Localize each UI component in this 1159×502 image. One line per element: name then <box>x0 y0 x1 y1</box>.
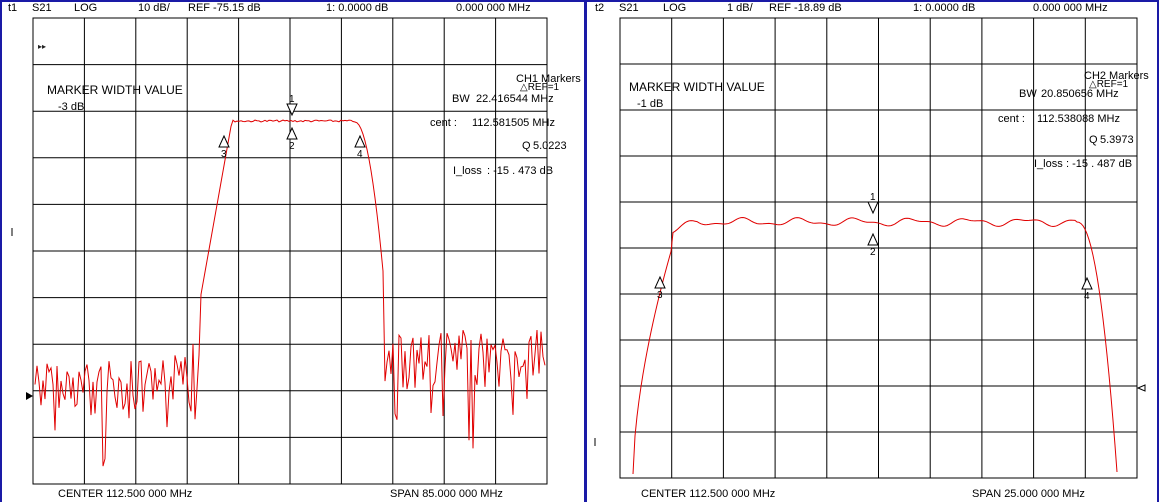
small-marker-glyph: ▸▸ <box>38 42 47 51</box>
marker-3-label: 3 <box>221 149 227 160</box>
frame-left-border <box>0 0 2 502</box>
cent-value: 112.538088 MHz <box>1037 113 1120 125</box>
frame-right-border <box>1157 0 1159 502</box>
marker-2 <box>867 232 879 246</box>
span-label: SPAN 85.000 000 MHz <box>390 488 503 500</box>
frame-top-border <box>0 0 1159 2</box>
ref-level-label: REF -75.15 dB <box>188 2 261 14</box>
marker-3 <box>218 134 230 148</box>
channel-2-footer: CENTER 112.500 000 MHz SPAN 25.000 000 M… <box>641 488 1151 502</box>
sparam-label: S21 <box>619 2 639 14</box>
bw-label: BW <box>452 93 470 105</box>
marker-3-label: 3 <box>657 290 663 301</box>
q-label: Q <box>522 140 531 152</box>
marker-3 <box>654 275 666 289</box>
channel-2-plot: 1 2 3 4 <box>594 17 1146 479</box>
marker-4 <box>354 134 366 148</box>
bw-label: BW <box>1019 88 1037 100</box>
ref-marker-label: △REF=1 <box>1089 79 1129 90</box>
insertion-loss-value: : -15 . 473 dB <box>487 165 554 177</box>
measurement-trace <box>632 216 1118 475</box>
reference-position-arrow <box>26 392 33 400</box>
cent-label: cent : <box>430 117 457 129</box>
marker-1-label: 1 <box>870 192 876 203</box>
ref-marker-label: △REF=1 <box>520 82 560 93</box>
q-value: 5.3973 <box>1100 134 1134 146</box>
sparam-label: S21 <box>32 2 52 14</box>
marker-width-title: MARKER WIDTH VALUE <box>629 80 765 94</box>
center-frequency-label: CENTER 112.500 000 MHz <box>58 488 193 500</box>
channel-2-header: t2 S21 LOG 1 dB/ REF -18.89 dB 1: 0.0000… <box>595 2 1151 16</box>
cent-value: 112.581505 MHz <box>472 117 555 129</box>
marker-freq-readout: 0.000 000 MHz <box>1033 2 1108 14</box>
measurement-trace <box>34 119 546 467</box>
scale-label: 1 dB/ <box>727 2 753 14</box>
markers-title: CH2 Markers <box>1084 70 1149 82</box>
ref-level-label: REF -18.89 dB <box>769 2 842 14</box>
reference-position-arrow <box>1136 384 1146 392</box>
marker-freq-readout: 0.000 000 MHz <box>456 2 531 14</box>
marker-width-db: -3 dB <box>58 101 85 113</box>
marker-2-label: 2 <box>289 141 295 152</box>
channel-divider <box>584 0 587 502</box>
marker-4-label: 4 <box>1084 291 1090 302</box>
trace-id-label: t1 <box>8 2 18 14</box>
channel-2-panel: t2 S21 LOG 1 dB/ REF -18.89 dB 1: 0.0000… <box>587 0 1159 502</box>
marker-width-title: MARKER WIDTH VALUE <box>47 83 183 97</box>
marker-readout: 1: 0.0000 dB <box>913 2 976 14</box>
insertion-loss-label: I_loss <box>1034 158 1063 170</box>
channel-1-header: t1 S21 LOG 10 dB/ REF -75.15 dB 1: 0.000… <box>8 2 578 16</box>
markers-title: CH1 Markers <box>516 73 581 85</box>
marker-4 <box>1081 276 1093 290</box>
bw-value: 20.850656 MHz <box>1041 88 1119 100</box>
scale-label: 10 dB/ <box>138 2 170 14</box>
channel-1-footer: CENTER 112.500 000 MHz SPAN 85.000 000 M… <box>58 488 578 502</box>
format-label: LOG <box>663 2 687 14</box>
q-value: 5.0223 <box>533 140 567 152</box>
insertion-loss-label: I_loss <box>453 165 482 177</box>
q-label: Q <box>1089 134 1098 146</box>
marker-1 <box>867 201 879 215</box>
marker-width-db: -1 dB <box>637 98 664 110</box>
trace-id-label: t2 <box>595 2 605 14</box>
marker-2-label: 2 <box>870 247 876 258</box>
channel-1-panel: t1 S21 LOG 10 dB/ REF -75.15 dB 1: 0.000… <box>8 2 581 502</box>
format-label: LOG <box>74 2 98 14</box>
marker-1-label: 1 <box>289 94 295 105</box>
marker-1 <box>286 103 298 117</box>
insertion-loss-value: : -15 . 487 dB <box>1066 158 1133 170</box>
bw-value: 22.416544 MHz <box>476 93 554 105</box>
marker-2 <box>286 126 298 140</box>
marker-4-label: 4 <box>357 149 363 160</box>
cent-label: cent : <box>998 113 1025 125</box>
center-frequency-label: CENTER 112.500 000 MHz <box>641 488 776 500</box>
channel-1-plot: 1 2 3 4 <box>11 17 548 485</box>
span-label: SPAN 25.000 000 MHz <box>972 488 1085 500</box>
marker-readout: 1: 0.0000 dB <box>326 2 389 14</box>
